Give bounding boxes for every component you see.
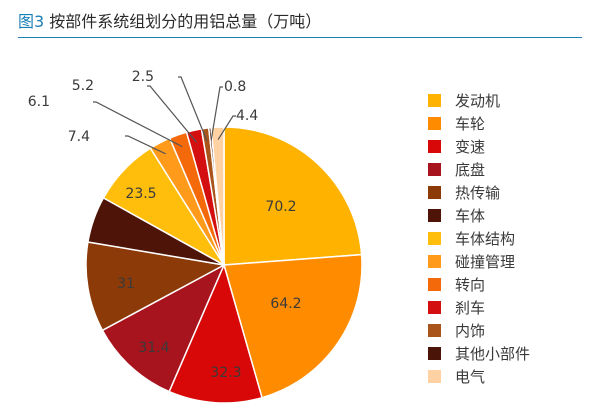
pie-slice-0	[223, 126, 363, 266]
legend-item-10: 内饰	[428, 319, 530, 342]
legend-label-0: 发动机	[455, 92, 501, 110]
legend-item-5: 车体	[428, 204, 530, 227]
leader-line-9	[178, 76, 208, 141]
data-label-9: 2.5	[132, 69, 154, 85]
legend-swatch-0	[428, 94, 441, 107]
legend-swatch-9	[428, 301, 441, 314]
legend-item-11: 其他小部件	[428, 342, 530, 365]
leader-line-8	[147, 85, 198, 143]
legend-label-1: 车轮	[455, 115, 486, 133]
legend-item-1: 车轮	[428, 112, 530, 135]
legend-item-9: 刹车	[428, 296, 530, 319]
legend-item-0: 发动机	[428, 89, 530, 112]
title-text: 按部件系统组划分的用铝总量（万吨）	[49, 12, 322, 31]
legend-label-7: 碰撞管理	[455, 253, 516, 271]
legend: 发动机车轮变速底盘热传输车体车体结构碰撞管理转向刹车内饰其他小部件电气	[428, 89, 530, 388]
title-divider	[18, 37, 582, 38]
data-label-5: 23.5	[125, 186, 156, 202]
legend-item-7: 碰撞管理	[428, 250, 530, 273]
legend-swatch-12	[428, 370, 441, 383]
legend-swatch-11	[428, 347, 441, 360]
data-label-4: 31	[117, 276, 135, 292]
legend-swatch-3	[428, 163, 441, 176]
data-label-11: 4.4	[236, 108, 258, 124]
legend-swatch-5	[428, 209, 441, 222]
legend-swatch-2	[428, 140, 441, 153]
legend-item-12: 电气	[428, 365, 530, 388]
legend-label-9: 刹车	[455, 299, 486, 317]
legend-label-11: 其他小部件	[455, 345, 531, 363]
data-label-0: 70.2	[265, 199, 296, 215]
legend-label-4: 热传输	[455, 184, 501, 202]
data-label-10: 0.8	[224, 79, 246, 95]
legend-swatch-4	[428, 186, 441, 199]
data-label-7: 6.1	[28, 94, 50, 110]
legend-swatch-1	[428, 117, 441, 130]
legend-label-2: 变速	[455, 138, 486, 156]
leader-line-10	[210, 86, 223, 141]
pie-slice-3	[101, 263, 226, 393]
data-label-3: 31.4	[138, 340, 169, 356]
legend-item-4: 热传输	[428, 181, 530, 204]
data-label-6: 7.4	[68, 129, 90, 145]
pie-slice-12	[210, 126, 225, 266]
legend-item-8: 转向	[428, 273, 530, 296]
legend-swatch-6	[428, 232, 441, 245]
leader-line-6	[125, 135, 166, 155]
legend-item-6: 车体结构	[428, 227, 530, 250]
legend-item-2: 变速	[428, 135, 530, 158]
legend-item-3: 底盘	[428, 158, 530, 181]
legend-label-3: 底盘	[455, 161, 486, 179]
legend-label-12: 电气	[455, 368, 486, 386]
data-label-2: 32.3	[210, 365, 241, 381]
pie-slice-4	[85, 241, 227, 332]
legend-swatch-8	[428, 278, 441, 291]
leader-line-7	[93, 101, 183, 148]
legend-swatch-10	[428, 324, 441, 337]
pie-slice-1	[223, 253, 363, 399]
legend-swatch-7	[428, 255, 441, 268]
leader-line-11	[217, 115, 236, 140]
data-label-1: 64.2	[270, 296, 301, 312]
legend-label-10: 内饰	[455, 322, 486, 340]
legend-label-5: 车体	[455, 207, 486, 225]
chart-title: 图3 按部件系统组划分的用铝总量（万吨）	[18, 8, 321, 32]
legend-label-6: 车体结构	[455, 230, 516, 248]
figure-number: 图3	[18, 12, 45, 31]
pie-slice-2	[168, 262, 263, 404]
legend-label-8: 转向	[455, 276, 486, 294]
data-label-8: 5.2	[72, 78, 94, 94]
